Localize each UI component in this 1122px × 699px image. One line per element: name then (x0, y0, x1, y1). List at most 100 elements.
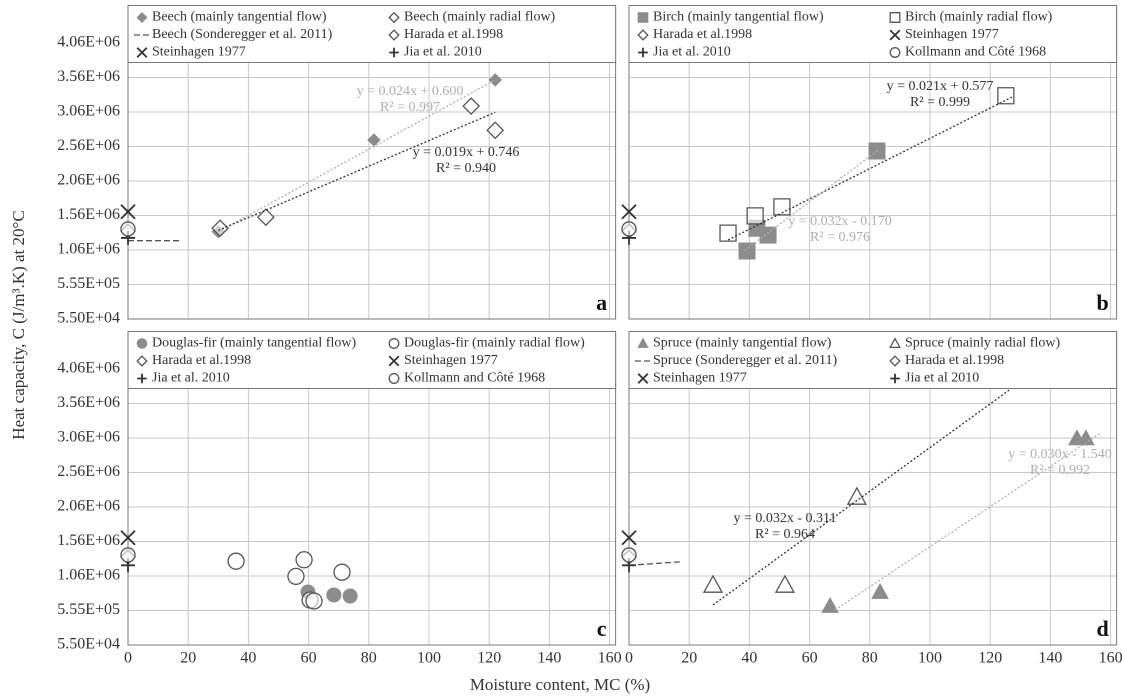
legend-label: Steinhagen 1977 (653, 371, 747, 386)
marker (295, 551, 313, 569)
trend-line (834, 432, 1102, 611)
marker (120, 221, 136, 237)
legend-swatch (388, 373, 400, 384)
x-tick-label: 160 (598, 650, 622, 667)
legend-box (628, 5, 1118, 63)
legend-label: Jia et al. 2010 (404, 45, 482, 60)
x-tick-label: 140 (537, 650, 561, 667)
legend-label: Birch (mainly tangential flow) (653, 10, 824, 25)
legend-label: Spruce (mainly radial flow) (905, 336, 1060, 351)
panel-label: b (1096, 290, 1108, 315)
y-tick-label: 5.55E+05 (57, 601, 120, 618)
y-tick-label: 3.56E+06 (57, 68, 120, 85)
legend-label: Harada et al.1998 (404, 27, 503, 42)
x-tick-label: 20 (681, 650, 697, 667)
y-tick-label: 4.06E+06 (57, 34, 120, 51)
legend-label: Steinhagen 1977 (905, 27, 999, 42)
trend-annotation: R² = 0.997 (380, 100, 440, 115)
trend-line (217, 79, 496, 233)
marker (256, 208, 275, 227)
marker (621, 530, 637, 546)
legend-swatch (136, 338, 148, 349)
legend-label: Birch (mainly radial flow) (905, 10, 1053, 25)
legend-swatch (637, 29, 649, 41)
legend-box (628, 331, 1118, 389)
x-tick-label: 160 (1099, 650, 1122, 667)
x-tick-label: 140 (1038, 650, 1062, 667)
legend-swatch (890, 373, 900, 384)
legend-label: Jia et al 2010 (905, 371, 979, 386)
y-tick-label: 3.06E+06 (57, 429, 120, 446)
y-tick-label: 2.56E+06 (57, 137, 120, 154)
legend-swatch (638, 47, 648, 58)
trend-annotation: y = 0.032x - 0.311 (733, 511, 836, 526)
legend-swatch (388, 338, 400, 349)
marker (719, 224, 737, 242)
legend-label: Kollmann and Côté 1968 (905, 45, 1046, 60)
trend-annotation: R² = 0.992 (1030, 463, 1090, 478)
marker (462, 97, 481, 116)
x-axis-label: Moisture content, MC (%) (470, 675, 650, 694)
legend-label: Spruce (mainly tangential flow) (653, 336, 832, 351)
x-tick-label: 60 (802, 650, 818, 667)
trend-annotation: R² = 0.976 (810, 230, 870, 245)
trend-annotation: y = 0.019x + 0.746 (413, 145, 520, 160)
marker (227, 552, 245, 570)
x-tick-label: 100 (918, 650, 942, 667)
marker (120, 204, 136, 220)
legend-swatch (389, 47, 399, 58)
legend-swatch (889, 12, 901, 23)
legend-box (127, 5, 617, 63)
legend-swatch (889, 337, 901, 348)
legend-swatch (388, 29, 400, 41)
marker (759, 226, 777, 244)
trend-annotation: y = 0.032x - 0.170 (788, 214, 892, 229)
marker (621, 221, 637, 237)
marker (488, 73, 502, 87)
marker (305, 592, 323, 610)
y-tick-label: 2.06E+06 (57, 172, 120, 189)
panel-label: d (1096, 616, 1108, 641)
x-tick-label: 60 (301, 650, 317, 667)
trend-line (727, 96, 1013, 241)
y-tick-label: 5.50E+04 (57, 310, 120, 327)
x-tick-label: 0 (625, 650, 633, 667)
legend-swatch (388, 11, 400, 24)
marker (871, 582, 889, 599)
legend-label: Douglas-fir (mainly radial flow) (404, 336, 585, 351)
legend-swatch (637, 337, 649, 348)
y-tick-label: 4.06E+06 (57, 360, 120, 377)
x-tick-label: 40 (240, 650, 256, 667)
legend-label: Spruce (Sonderegger et al. 2011) (653, 353, 837, 368)
legend-swatch (136, 11, 148, 24)
marker (120, 530, 136, 546)
legend-swatch (889, 47, 901, 58)
legend-swatch (637, 12, 649, 23)
marker (774, 574, 796, 593)
legend-label: Harada et al.1998 (152, 353, 251, 368)
y-tick-label: 2.56E+06 (57, 463, 120, 480)
marker (326, 587, 342, 603)
legend-swatch (137, 373, 147, 384)
x-tick-label: 40 (741, 650, 757, 667)
y-tick-label: 3.56E+06 (57, 394, 120, 411)
marker (211, 219, 230, 238)
legend-label: Jia et al. 2010 (653, 45, 731, 60)
panel-label: c (597, 616, 607, 641)
legend-label: Jia et al. 2010 (152, 371, 230, 386)
y-axis-label: Heat capacity, C (J/m³.K) at 20°C (9, 210, 28, 439)
x-tick-label: 100 (417, 650, 441, 667)
marker (846, 486, 867, 505)
marker (702, 574, 724, 593)
marker (1077, 429, 1095, 446)
y-tick-label: 1.56E+06 (57, 532, 120, 549)
marker (621, 547, 637, 563)
marker (342, 588, 358, 604)
marker (821, 596, 839, 613)
x-tick-label: 20 (180, 650, 196, 667)
legend-label: Harada et al.1998 (653, 27, 752, 42)
y-tick-label: 1.06E+06 (57, 241, 120, 258)
y-tick-label: 2.06E+06 (57, 498, 120, 515)
marker (333, 563, 351, 581)
